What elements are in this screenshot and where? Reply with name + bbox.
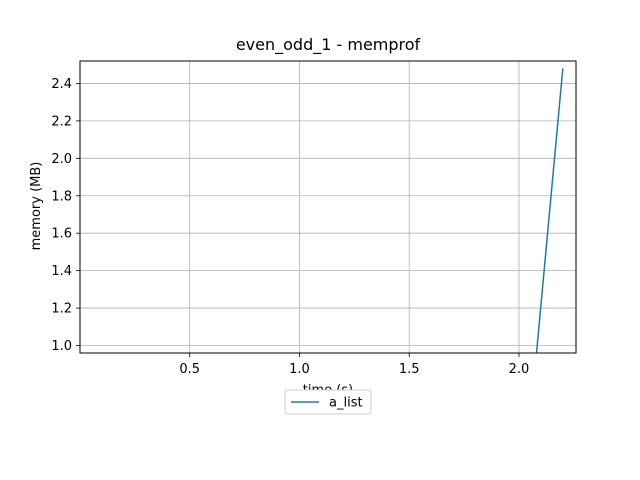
y-tick-label: 2.0 bbox=[51, 152, 72, 167]
y-tick-label: 1.2 bbox=[51, 302, 72, 317]
grid bbox=[80, 61, 576, 353]
legend-box bbox=[284, 389, 372, 415]
y-tick-label: 2.2 bbox=[51, 114, 72, 129]
y-tick-label: 2.4 bbox=[51, 77, 72, 92]
ticks: 0.5 1.0 1.5 2.0 1.0 1.2 1.4 1.6 1.8 2.0 2.2 2.4 bbox=[51, 77, 529, 377]
x-tick-label: 1.0 bbox=[289, 362, 310, 377]
legend-label: a_list bbox=[329, 396, 363, 411]
x-tick-label: 0.5 bbox=[179, 362, 200, 377]
series-line-a_list bbox=[535, 68, 564, 353]
y-axis-label: memory (MB) bbox=[29, 162, 44, 251]
x-tick-label: 2.0 bbox=[509, 362, 530, 377]
chart-title: even_odd_1 - memprof bbox=[236, 35, 421, 55]
series-layer bbox=[535, 68, 564, 353]
legend: a_list bbox=[284, 389, 372, 415]
y-tick-label: 1.4 bbox=[51, 264, 72, 279]
y-tick-label: 1.8 bbox=[51, 189, 72, 204]
plot-frame bbox=[79, 60, 577, 354]
y-tick-label: 1.0 bbox=[51, 339, 72, 354]
x-tick-label: 1.5 bbox=[399, 362, 420, 377]
y-tick-label: 1.6 bbox=[51, 227, 72, 242]
